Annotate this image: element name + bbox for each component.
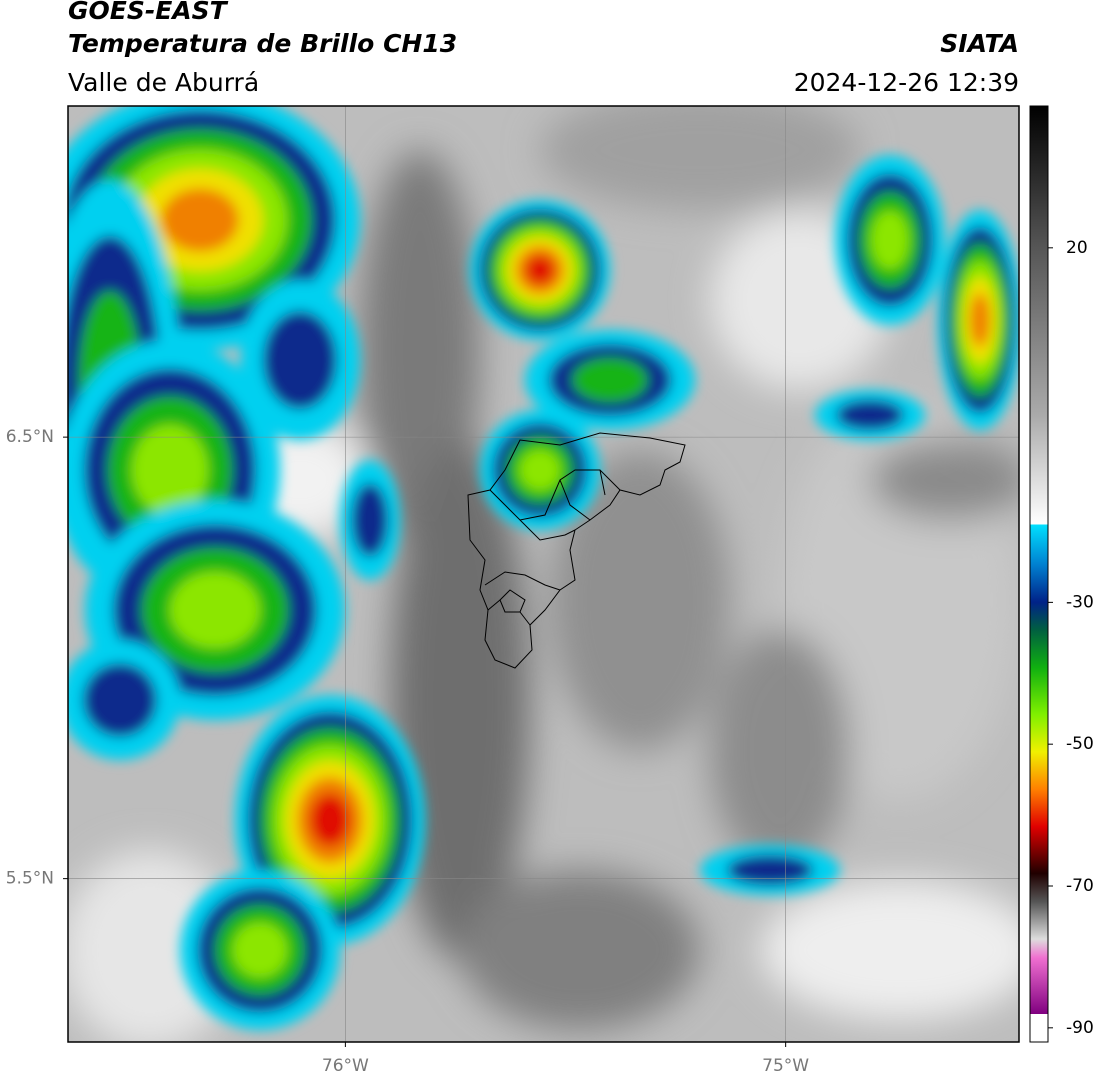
- cloud-contour: [870, 210, 910, 270]
- cloud-texture: [550, 450, 730, 750]
- cloud-contour: [351, 483, 389, 557]
- cloud-contour: [836, 399, 904, 431]
- x-tick-label: 75°W: [762, 1056, 809, 1076]
- y-tick-label: 5.5°N: [6, 869, 54, 889]
- x-tick-label: 76°W: [322, 1056, 369, 1076]
- colorbar-tick-label: -70: [1066, 876, 1094, 896]
- cloud-contour: [525, 255, 555, 285]
- colorbar-tick-label: 20: [1066, 238, 1088, 258]
- cloud-texture: [540, 106, 860, 210]
- cloud-texture: [460, 870, 700, 1030]
- cloud-contour: [519, 449, 561, 491]
- cloud-contour: [263, 310, 337, 410]
- cloud-contour: [161, 188, 239, 252]
- colorbar-tick-label: -90: [1066, 1018, 1094, 1038]
- map-image: [68, 106, 1019, 1042]
- cloud-contour: [131, 424, 209, 516]
- cloud-contour: [726, 854, 814, 886]
- cloud-contour: [969, 293, 991, 347]
- cloud-texture: [390, 440, 530, 960]
- colorbar-tick-label: -30: [1066, 592, 1094, 612]
- map-frame: [67, 105, 1020, 1043]
- cloud-contour: [310, 793, 350, 847]
- subtitle: Temperatura de Brillo CH13: [68, 29, 457, 58]
- colorbar: [1029, 105, 1049, 1043]
- colorbar-tick-label: -50: [1066, 734, 1094, 754]
- cloud-texture: [870, 440, 1019, 520]
- cloud-texture: [760, 880, 1019, 1020]
- cloud-contour: [572, 357, 648, 403]
- cloud-contour: [83, 663, 157, 737]
- datetime: 2024-12-26 12:39: [794, 68, 1019, 97]
- cloud-contour: [169, 571, 261, 649]
- cloud-contour: [232, 922, 288, 978]
- cloud-texture: [710, 630, 850, 870]
- y-tick-label: 6.5°N: [6, 427, 54, 447]
- source: SIATA: [940, 29, 1019, 58]
- region: Valle de Aburrá: [68, 68, 259, 97]
- title: GOES-EAST: [68, 0, 229, 25]
- municipal-boundaries: [467, 432, 686, 669]
